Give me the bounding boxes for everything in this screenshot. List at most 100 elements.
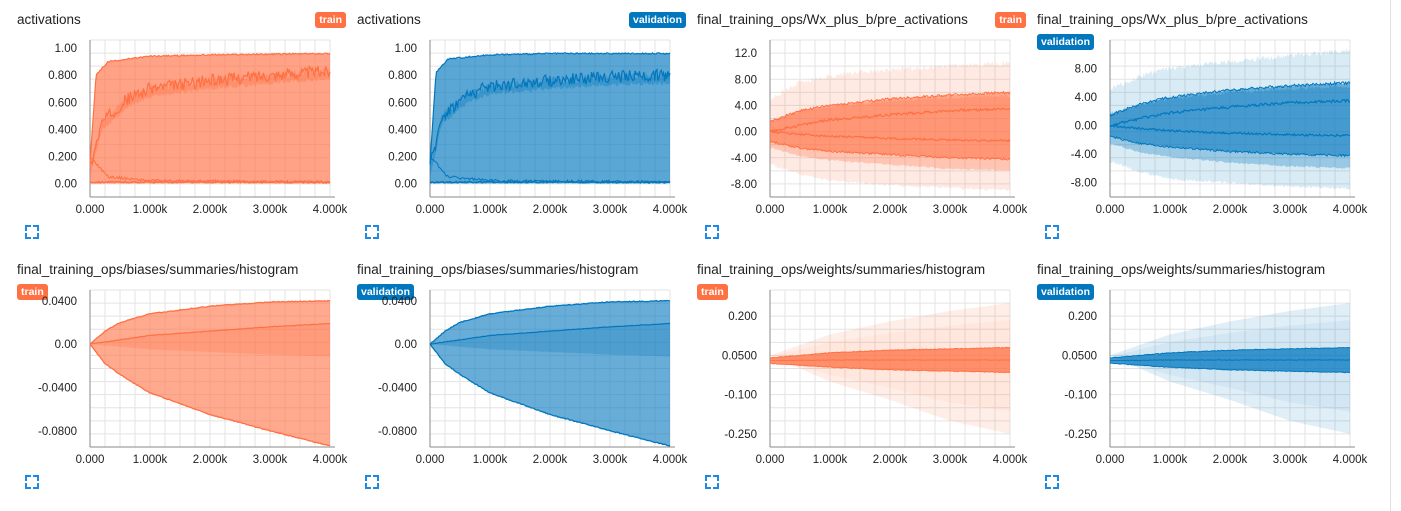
chart-card: activations validation 0.00 0.200 0.400 0.600… [340,0,688,250]
series-line-low [89,155,331,185]
series-line-mid [429,322,671,345]
x-tick-label: 2.000k [533,204,568,216]
x-tick-label: 2.000k [193,204,228,216]
series-line-mid [1109,98,1351,128]
expand-icon[interactable] [705,475,719,489]
series-line-center [769,359,1011,362]
y-tick-label: -0.0800 [38,426,77,438]
y-tick-label: -0.250 [1064,429,1097,441]
series-line-low [769,130,1011,143]
chart-title: final_training_ops/biases/summaries/hist… [17,262,299,277]
chart-title: final_training_ops/Wx_plus_b/pre_activat… [1037,12,1308,27]
series-line-band-high [1109,80,1351,117]
y-tick-label: 4.00 [1075,92,1097,104]
chart-svg[interactable]: -8.00 -4.00 0.00 4.00 8.00 12.0 0.000 1.000k 2.0… [680,0,1028,230]
series-line-band-low [769,140,1011,161]
chart-svg[interactable]: -0.250 -0.100 0.0500 0.200 0.000 1.000k 2.000k… [680,250,1028,480]
expand-icon[interactable] [1045,475,1059,489]
series-line-upper [89,65,331,167]
series-area-upper [90,67,330,176]
y-tick-label: 0.00 [55,178,77,190]
x-tick-label: 1.000k [813,204,848,216]
chart-svg[interactable]: -0.0800 -0.0400 0.00 0.0400 0.000 1.000k 2.000… [0,250,348,480]
chart-svg[interactable]: -8.00 -4.00 0.00 4.00 8.00 0.000 1.000k 2.000k 3… [1020,0,1368,230]
y-tick-label: 0.00 [395,178,417,190]
x-tick-label: 4.000k [1333,204,1368,216]
expand-icon[interactable] [1045,225,1059,239]
y-tick-label: 12.0 [735,48,757,60]
x-tick-label: 1.000k [473,454,508,466]
series-line-min [429,180,671,184]
y-tick-label: 8.00 [735,74,757,86]
x-tick-label: 3.000k [253,454,288,466]
y-tick-label: -0.0800 [378,426,417,438]
chart-card: final_training_ops/Wx_plus_b/pre_activat… [680,0,1028,250]
series-line-band-high [769,90,1011,123]
chart-svg[interactable]: -0.0800 -0.0400 0.00 0.0400 0.000 1.000k 2.000… [340,250,688,480]
x-tick-label: 3.000k [1273,204,1308,216]
y-tick-label: 0.0400 [42,296,77,308]
run-badge: validation [357,284,415,300]
expand-icon[interactable] [705,225,719,239]
x-tick-label: 0.000 [756,204,785,216]
chart-card: final_training_ops/weights/summaries/his… [1020,250,1368,500]
x-tick-label: 0.000 [76,454,105,466]
x-tick-label: 1.000k [133,204,168,216]
y-tick-label: 1.00 [55,43,77,55]
chart-title: activations [357,12,421,27]
expand-icon[interactable] [365,475,379,489]
chart-svg[interactable]: 0.00 0.200 0.400 0.600 0.800 1.00 0.000 1.000k 2… [0,0,348,230]
y-tick-label: 0.200 [728,311,757,323]
x-tick-label: 3.000k [593,454,628,466]
series-area-inner [430,323,670,357]
series-line-band-high [1109,346,1351,359]
chart-card: final_training_ops/weights/summaries/his… [680,250,1028,500]
series-line-max [429,52,671,164]
series-line-band-low [1109,135,1351,158]
x-tick-label: 2.000k [533,454,568,466]
y-tick-label: 0.200 [48,151,77,163]
y-tick-label: 0.00 [395,339,417,351]
x-tick-label: 3.000k [253,204,288,216]
x-tick-label: 4.000k [653,204,688,216]
run-badge: train [17,284,48,300]
run-badge: train [697,284,728,300]
y-tick-label: 8.00 [1075,64,1097,76]
chart-svg[interactable]: -0.250 -0.100 0.0500 0.200 0.000 1.000k 2.000k… [1020,250,1368,480]
series-line-band-low [769,362,1011,374]
x-tick-label: 2.000k [1213,454,1248,466]
series-area-upper [430,71,670,176]
x-tick-label: 1.000k [1153,204,1188,216]
x-tick-label: 3.000k [593,204,628,216]
series-line-mid [769,107,1011,133]
x-tick-label: 0.000 [756,454,785,466]
expand-icon[interactable] [365,225,379,239]
expand-icon[interactable] [25,475,39,489]
x-tick-label: 1.000k [1153,454,1188,466]
chart-svg[interactable]: 0.00 0.200 0.400 0.600 0.800 1.00 0.000 1.000k 2… [340,0,688,230]
x-tick-label: 2.000k [193,454,228,466]
y-tick-label: 0.200 [1068,311,1097,323]
y-tick-label: 0.400 [388,124,417,136]
x-tick-label: 1.000k [133,454,168,466]
y-tick-label: 0.600 [388,97,417,109]
y-tick-label: -0.0400 [38,382,77,394]
series-area-band [770,91,1010,160]
chart-title: final_training_ops/weights/summaries/his… [697,262,986,277]
x-tick-label: 0.000 [76,204,105,216]
chart-card: final_training_ops/Wx_plus_b/pre_activat… [1020,0,1368,250]
series-line-max [89,299,331,345]
series-line-low [429,154,671,185]
expand-icon[interactable] [25,225,39,239]
y-tick-label: 0.0500 [722,350,757,362]
series-line-max [429,299,671,345]
y-tick-label: -8.00 [1071,178,1097,190]
series-line-band-low [1109,362,1351,374]
series-line-max [89,52,331,164]
chart-card: final_training_ops/biases/summaries/hist… [0,250,348,500]
y-tick-label: -0.100 [724,390,757,402]
y-tick-label: -0.100 [1064,390,1097,402]
chart-title: activations [17,12,81,27]
x-tick-label: 3.000k [933,454,968,466]
